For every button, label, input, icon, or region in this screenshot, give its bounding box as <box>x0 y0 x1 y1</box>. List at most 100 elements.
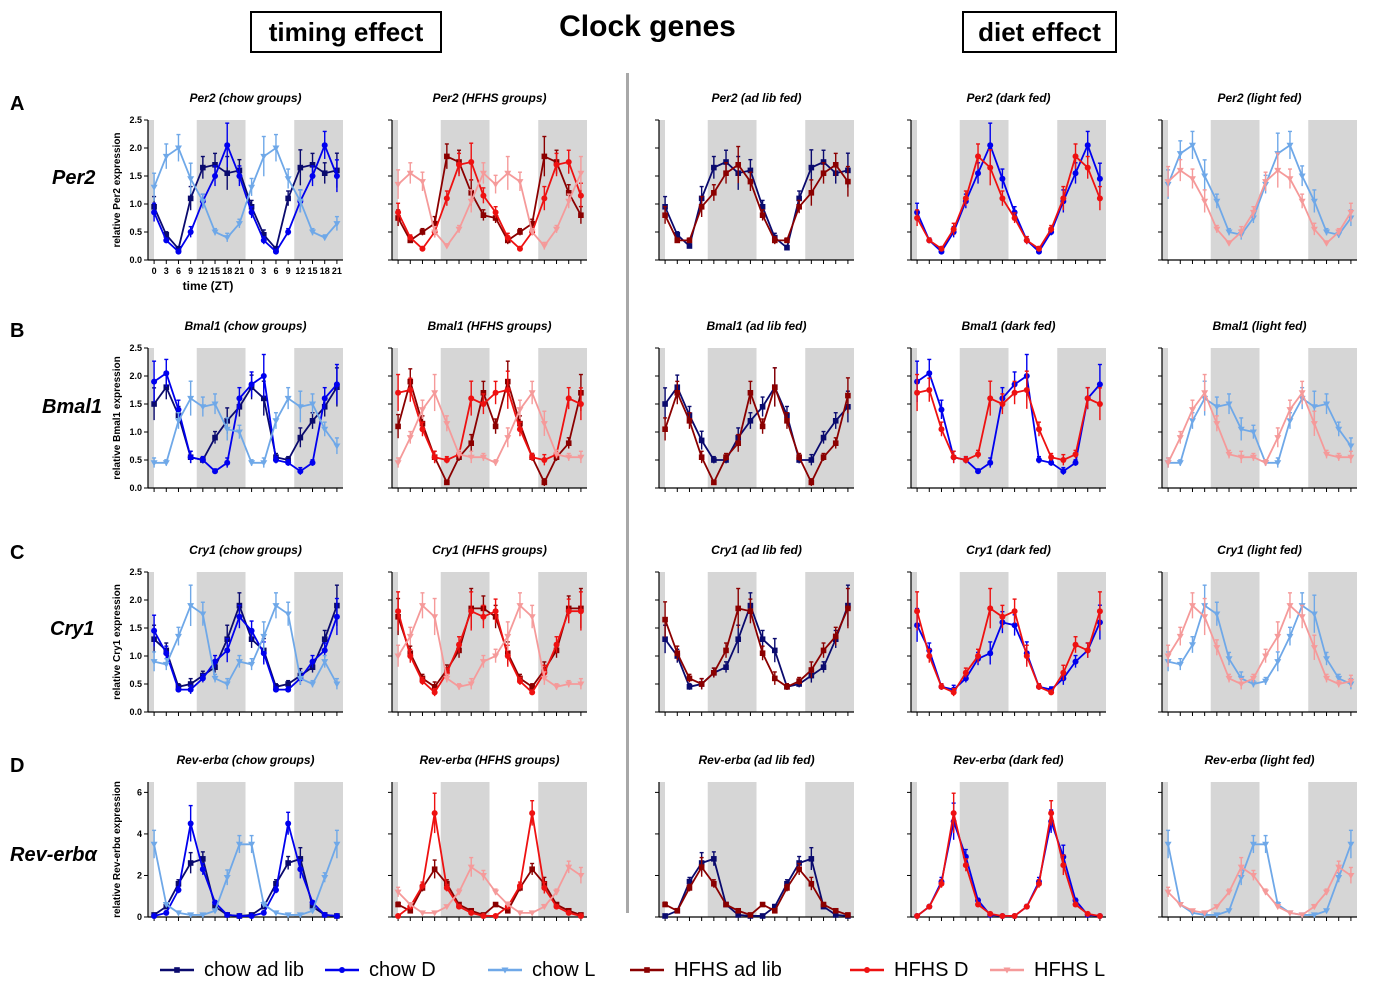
data-point <box>321 170 328 176</box>
data-point <box>1213 904 1221 911</box>
x-tick-label: 12 <box>295 266 305 276</box>
dark-phase-band <box>911 572 917 712</box>
data-point <box>565 909 572 916</box>
data-point <box>1011 622 1018 629</box>
series-line <box>397 604 581 688</box>
y-tick-label: 0.0 <box>129 483 142 493</box>
legend-item-chow-d: chow D <box>325 957 436 983</box>
data-point <box>1335 875 1343 882</box>
series-line <box>1167 604 1352 685</box>
data-point <box>999 401 1006 407</box>
series-hfhs-ad-lib <box>662 145 851 245</box>
y-tick-label: 0.5 <box>129 227 142 237</box>
data-point <box>747 418 754 424</box>
x-tick-label: 21 <box>234 266 244 276</box>
series-line <box>397 867 582 916</box>
data-point <box>163 650 170 657</box>
data-point <box>820 647 827 654</box>
data-point <box>1262 653 1270 660</box>
data-point <box>1237 454 1245 461</box>
legend-swatch <box>488 967 522 974</box>
data-point <box>1274 167 1282 174</box>
series-line <box>397 865 582 914</box>
data-point <box>1225 656 1233 663</box>
data-point <box>1176 167 1184 174</box>
series-hfhs-d <box>395 370 584 466</box>
data-point <box>199 866 206 873</box>
data-point <box>516 882 523 889</box>
data-point <box>200 856 206 862</box>
data-point <box>333 173 340 179</box>
data-point <box>492 181 500 188</box>
data-point <box>1213 421 1221 428</box>
data-point <box>962 862 969 869</box>
data-point <box>431 614 439 621</box>
data-point <box>528 910 536 917</box>
data-point <box>224 459 231 466</box>
data-point <box>577 192 584 199</box>
series-line <box>154 397 338 464</box>
y-tick-label: 2.5 <box>129 567 142 577</box>
data-point <box>285 820 292 827</box>
data-point <box>999 175 1006 182</box>
data-point <box>150 659 158 666</box>
series-chow-d <box>151 804 340 919</box>
dark-phase-band <box>911 120 917 260</box>
data-point <box>808 457 815 463</box>
data-point <box>1274 633 1282 640</box>
data-point <box>321 142 328 149</box>
data-point <box>553 451 561 458</box>
x-tick-label: 0 <box>152 266 157 276</box>
data-point <box>662 616 668 623</box>
series-line <box>153 146 338 239</box>
data-point <box>284 912 292 919</box>
data-point <box>926 653 933 659</box>
data-point <box>309 459 316 466</box>
dark-phase-band <box>440 782 490 917</box>
data-point <box>272 145 280 152</box>
data-point <box>1310 226 1318 233</box>
data-point <box>1060 862 1067 869</box>
data-point <box>832 633 839 640</box>
data-point <box>297 468 304 475</box>
data-point <box>577 912 584 919</box>
series-hfhs-l <box>1164 592 1355 690</box>
data-point <box>492 460 500 467</box>
data-point <box>467 864 475 871</box>
row-gene-reverba: Rev-erbα <box>10 844 97 866</box>
data-point <box>419 229 426 235</box>
legend-swatch <box>160 967 194 973</box>
panel-title: Bmal1 (ad lib fed) <box>706 319 806 333</box>
data-point <box>1237 875 1245 882</box>
data-point <box>950 810 957 817</box>
dark-phase-band <box>392 572 398 712</box>
legend-swatch <box>990 967 1024 974</box>
data-point <box>309 658 316 665</box>
data-point <box>529 866 535 873</box>
dark-phase-band <box>911 782 917 917</box>
y-tick-label: 1.0 <box>129 199 142 209</box>
data-point <box>1084 647 1091 654</box>
data-point <box>987 164 994 171</box>
data-point <box>199 404 207 411</box>
dark-phase-band <box>1210 120 1260 260</box>
row-gene-per2: Per2 <box>52 167 96 189</box>
data-point <box>321 911 328 918</box>
data-point <box>162 902 170 909</box>
data-point <box>248 460 256 467</box>
data-point <box>321 426 329 433</box>
data-point <box>1262 179 1270 186</box>
series-line <box>153 843 338 916</box>
data-point <box>431 220 438 227</box>
data-point <box>999 912 1006 919</box>
data-point <box>735 605 742 612</box>
data-point <box>236 912 243 919</box>
data-point <box>735 440 742 446</box>
data-point <box>1164 179 1172 186</box>
legend-label: HFHS ad lib <box>674 958 782 981</box>
dark-phase-band <box>707 782 757 917</box>
row-letter-a: A <box>10 93 25 115</box>
data-point <box>1298 614 1306 621</box>
series-line <box>153 615 338 691</box>
data-point <box>394 653 402 660</box>
